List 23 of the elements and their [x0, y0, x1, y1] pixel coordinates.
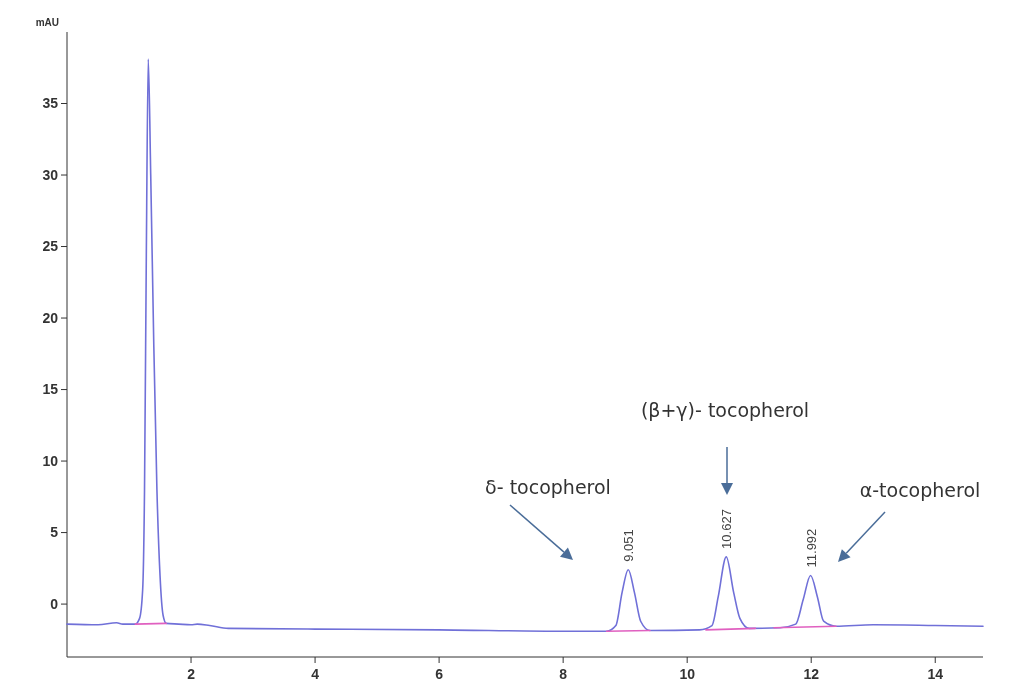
annotation: 10.627: [719, 509, 735, 549]
x-tick-label: 12: [803, 666, 820, 682]
y-tick-label: 0: [50, 595, 59, 612]
line-series: [66, 58, 984, 633]
y-tick-label: 35: [42, 95, 59, 112]
y-tick-label: 10: [42, 452, 59, 469]
annotation: 9.051: [621, 529, 637, 562]
annotation: (β+γ)- tocopherol: [640, 398, 810, 421]
y-tick-label: 20: [42, 309, 59, 326]
y-tick-label: 15: [42, 381, 59, 398]
y-axis-title: mAU: [35, 17, 59, 28]
y-tick-label: 25: [42, 238, 59, 255]
x-tick-label: 6: [435, 666, 444, 682]
annotation: 11.992: [803, 528, 819, 568]
annotation: δ- tocopherol: [485, 475, 611, 498]
x-tick-label: 10: [679, 666, 696, 682]
annotation: α-tocopherol: [859, 478, 981, 501]
x-tick-label: 2: [187, 666, 196, 682]
x-tick-label: 8: [559, 666, 568, 682]
y-tick-label: 30: [42, 166, 59, 183]
x-tick-label: 14: [927, 666, 944, 682]
y-tick-label: 5: [50, 524, 59, 541]
x-tick-label: 4: [311, 666, 320, 682]
